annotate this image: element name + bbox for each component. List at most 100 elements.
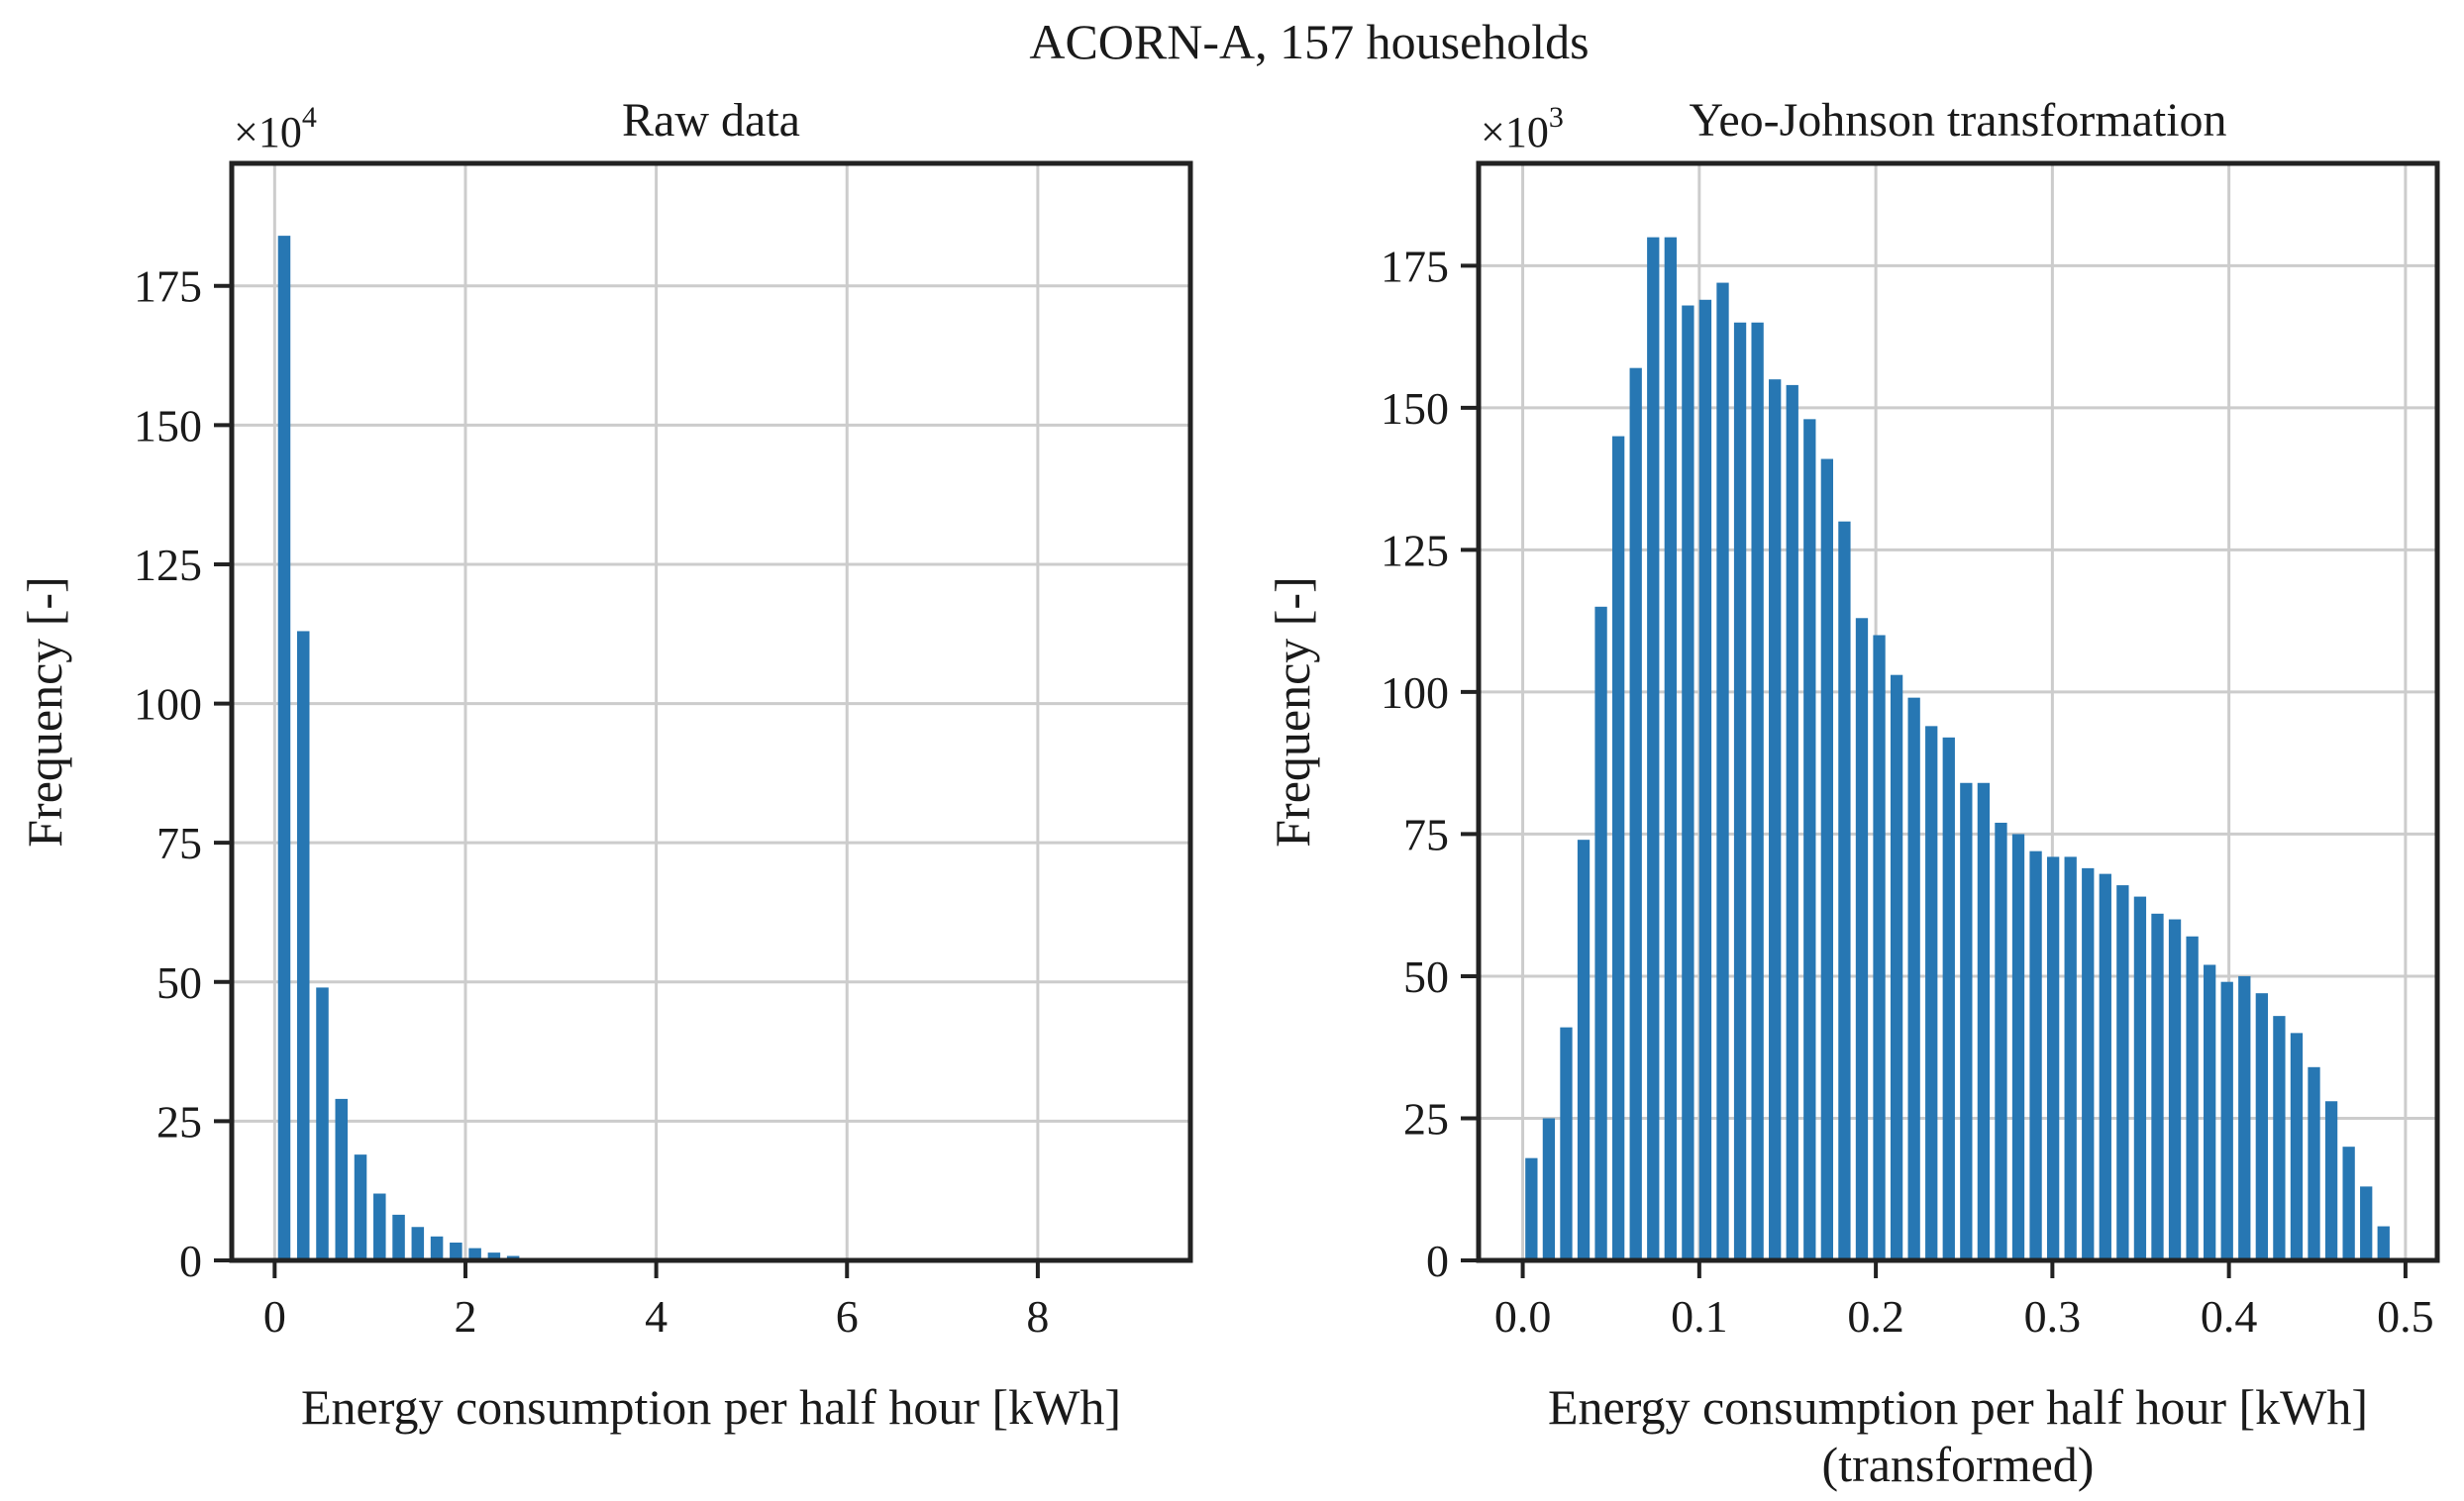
- y-tick-label: 0: [179, 1236, 202, 1286]
- histogram-bar: [1890, 674, 1903, 1260]
- histogram-bar: [411, 1227, 425, 1260]
- y-tick-label: 175: [1381, 241, 1449, 291]
- histogram-bar: [2151, 913, 2164, 1260]
- histogram-bar: [277, 236, 291, 1261]
- histogram-bar: [2064, 856, 2077, 1260]
- histogram-bar: [392, 1214, 405, 1260]
- x-tick-label: 0.5: [2377, 1291, 2434, 1342]
- x-tick-label: 8: [1026, 1291, 1049, 1342]
- histogram-bar: [2099, 873, 2111, 1260]
- histogram-bar: [1769, 379, 1782, 1261]
- figure-suptitle: ACORN-A, 157 households: [1029, 14, 1589, 69]
- histogram-bar: [1611, 436, 1625, 1260]
- histogram-bar: [2082, 867, 2095, 1260]
- y-tick-label: 75: [156, 818, 202, 868]
- histogram-bar: [1560, 1027, 1573, 1260]
- x-tick-label: 0.0: [1494, 1291, 1552, 1342]
- y-tick-label: 125: [134, 540, 202, 590]
- histogram-bar: [1855, 618, 1869, 1260]
- x-tick-label: 0: [263, 1291, 286, 1342]
- x-axis-label-line2: (transformed): [1822, 1437, 2095, 1492]
- x-tick-label: 0.1: [1671, 1291, 1728, 1342]
- axis-multiplier: ×103: [1481, 101, 1564, 156]
- histogram-bar: [1594, 606, 1607, 1260]
- y-tick-label: 50: [1403, 951, 1449, 1002]
- y-tick-label: 150: [1381, 383, 1449, 434]
- histogram-bar: [2342, 1147, 2355, 1260]
- yeo-johnson-histogram: 0.0 0.1 0.2 0.3 0.4 0.5 0 25 50 75 100 125 150 175 Yeo…: [1265, 94, 2440, 1492]
- y-tick-label: 100: [1381, 667, 1449, 718]
- histogram-bar: [1873, 635, 1886, 1260]
- histogram-bar: [450, 1243, 462, 1260]
- histogram-bar: [316, 987, 329, 1260]
- x-tick-label: 4: [645, 1291, 667, 1342]
- histogram-bar: [1542, 1118, 1556, 1260]
- histogram-bar: [1682, 305, 1694, 1260]
- histogram-bar: [1960, 782, 1973, 1260]
- histogram-bar: [2255, 993, 2268, 1260]
- histogram-bar: [1751, 322, 1764, 1261]
- histogram-bar: [296, 631, 310, 1260]
- subplot-title: Raw data: [622, 94, 800, 147]
- histogram-bar: [2029, 851, 2042, 1260]
- subplot-title: Yeo-Johnson transformation: [1689, 94, 2226, 147]
- histogram-bar: [335, 1098, 349, 1260]
- y-tick-label: 25: [1403, 1093, 1449, 1144]
- y-tick-label: 125: [1381, 525, 1449, 575]
- histogram-bar: [2011, 834, 2025, 1260]
- x-axis-label: Energy consumption per half hour [kWh]: [1548, 1379, 2368, 1435]
- histogram-bar: [1577, 840, 1591, 1260]
- histogram-bar: [1925, 726, 1938, 1260]
- x-tick-label: 2: [454, 1291, 476, 1342]
- histogram-bar: [2324, 1101, 2338, 1260]
- histogram-bar: [1629, 367, 1642, 1260]
- histogram-bar: [1977, 782, 1991, 1260]
- histogram-bar: [1838, 521, 1851, 1260]
- histogram-bar: [354, 1154, 367, 1260]
- histogram-bar: [1733, 322, 1747, 1261]
- histogram-bar: [2308, 1066, 2320, 1260]
- histogram-bar: [2377, 1226, 2390, 1260]
- histogram-bar: [1786, 384, 1798, 1260]
- y-tick-label: 0: [1426, 1236, 1449, 1286]
- x-tick-label: 0.2: [1847, 1291, 1904, 1342]
- histogram-bar: [373, 1193, 386, 1260]
- y-tick-label: 50: [156, 957, 202, 1008]
- histogram-bar: [2186, 936, 2199, 1260]
- histogram-bar: [1820, 458, 1834, 1260]
- x-tick-label: 0.4: [2201, 1291, 2258, 1342]
- x-tick-label: 6: [836, 1291, 859, 1342]
- histogram-bar: [1698, 299, 1712, 1261]
- histogram-bar: [430, 1236, 444, 1260]
- histogram-bar: [1907, 697, 1920, 1260]
- y-tick-label: 175: [134, 261, 202, 312]
- histogram-bar: [1525, 1157, 1538, 1260]
- y-tick-label: 25: [156, 1096, 202, 1147]
- y-tick-label: 150: [134, 400, 202, 450]
- histogram-bar: [2220, 981, 2233, 1260]
- histogram-bar: [2238, 975, 2251, 1260]
- histogram-bar: [1664, 237, 1677, 1261]
- histogram-bar: [2133, 896, 2147, 1260]
- y-axis-label: Frequency [-]: [17, 576, 72, 848]
- x-axis-label: Energy consumption per half hour [kWh]: [301, 1379, 1121, 1435]
- histogram-bar: [1995, 822, 2007, 1260]
- axis-multiplier: ×104: [234, 101, 317, 156]
- axes-frame: [1476, 160, 2440, 1263]
- raw-data-histogram: 0 2 4 6 8 0 25 50 75 100 125 150 175 Raw data ×104 Ener…: [17, 94, 1193, 1435]
- histogram-bar: [2290, 1033, 2304, 1260]
- histogram-bar: [2116, 885, 2129, 1260]
- histogram-bar: [1942, 737, 1955, 1260]
- histogram-bar: [1803, 419, 1816, 1260]
- histogram-bar: [487, 1252, 501, 1260]
- y-tick-label: 100: [134, 679, 202, 730]
- histogram-bar: [2168, 919, 2182, 1260]
- axes-frame: [229, 160, 1193, 1263]
- histogram-bar: [2360, 1186, 2373, 1260]
- histogram-bar: [2046, 856, 2060, 1260]
- histogram-bar: [2204, 964, 2216, 1260]
- y-axis-label: Frequency [-]: [1265, 576, 1320, 848]
- histogram-bar: [468, 1248, 481, 1260]
- y-tick-label: 75: [1403, 809, 1449, 859]
